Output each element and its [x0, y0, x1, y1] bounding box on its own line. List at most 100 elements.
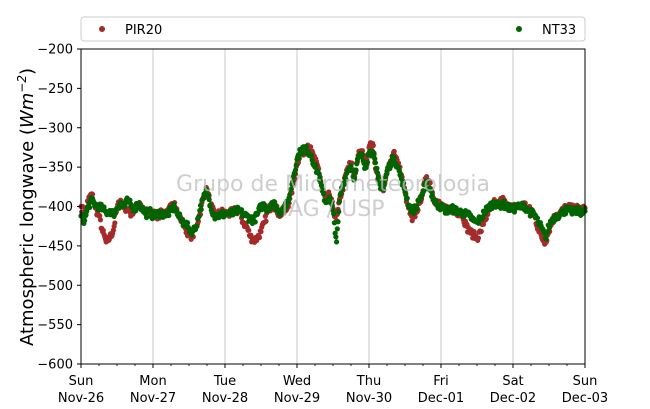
legend-marker-pir20: [99, 26, 105, 32]
data-point: [547, 224, 553, 230]
data-point: [398, 171, 404, 177]
data-point: [475, 235, 482, 241]
data-point: [174, 208, 180, 214]
data-point: [370, 142, 376, 149]
data-point: [329, 202, 335, 208]
data-point: [143, 214, 150, 221]
data-point: [208, 202, 214, 208]
data-point: [238, 207, 245, 213]
x-axis: Sun Nov-26 Mon Nov-27 Tue Nov-28 Wed Nov-29 Thu N…: [58, 364, 608, 406]
data-point: [400, 180, 407, 186]
legend-box: [80, 16, 586, 42]
data-point: [376, 177, 382, 183]
data-point: [341, 181, 348, 187]
legend-label-nt33: NT33: [542, 23, 576, 38]
data-point: [290, 179, 296, 185]
data-point: [534, 215, 541, 221]
data-point: [198, 206, 204, 213]
watermark: Grupo de Micrometeorologia IAG / USP: [176, 172, 490, 222]
data-point: [196, 213, 202, 220]
data-point: [127, 197, 133, 203]
x-tick-label-date: Nov-29: [274, 391, 320, 406]
data-point: [268, 205, 274, 211]
data-point: [372, 160, 379, 166]
data-point: [321, 191, 327, 197]
data-point: [100, 227, 106, 234]
data-point: [287, 192, 293, 198]
y-axis-label-unit: Wm: [17, 93, 38, 128]
y-tick-label: −300: [37, 121, 73, 136]
data-point: [248, 232, 254, 238]
data-point: [402, 188, 408, 194]
x-tick-label-day: Thu: [356, 374, 381, 389]
data-point: [421, 188, 427, 194]
data-point: [283, 203, 289, 210]
data-point: [327, 194, 333, 201]
x-tick-label-date: Nov-27: [130, 391, 176, 406]
data-point: [471, 228, 477, 235]
series-nt33: [78, 143, 588, 245]
x-tick-label-date: Nov-28: [202, 391, 248, 406]
data-point: [184, 220, 191, 226]
y-tick-label: −600: [37, 358, 73, 373]
data-point: [353, 167, 359, 173]
y-axis: −600 −550 −500 −450 −400 −350 −300 −250 −200: [37, 43, 81, 373]
data-point: [285, 199, 291, 205]
x-tick-label-date: Nov-26: [58, 391, 104, 406]
data-point: [424, 178, 430, 184]
data-point: [364, 159, 371, 165]
data-point: [511, 209, 518, 215]
y-tick-label: −250: [37, 82, 73, 97]
data-point: [374, 165, 380, 171]
data-point: [82, 218, 88, 224]
data-point: [166, 212, 172, 219]
y-tick-label: −350: [37, 161, 73, 176]
data-point: [543, 236, 549, 242]
data-point: [404, 195, 410, 201]
data-point: [575, 204, 582, 210]
y-tick-label: −450: [37, 239, 73, 254]
data-point: [263, 218, 269, 224]
data-point: [112, 220, 118, 226]
x-tick-label-day: Wed: [283, 374, 311, 389]
data-point: [375, 170, 381, 176]
y-tick-label: −400: [37, 200, 73, 215]
data-point: [336, 198, 343, 205]
data-point: [429, 192, 435, 198]
data-points: [78, 140, 588, 247]
data-point: [335, 219, 341, 225]
x-tick-label-day: Tue: [213, 374, 236, 389]
data-point: [348, 162, 354, 169]
watermark-line-1: Grupo de Micrometeorologia: [176, 172, 490, 197]
data-point: [336, 209, 342, 215]
data-point: [382, 178, 388, 184]
y-axis-label-exponent: −2: [15, 75, 29, 93]
data-point: [292, 167, 299, 173]
data-point: [334, 226, 340, 232]
data-point: [258, 229, 264, 235]
x-tick-label-date: Dec-03: [562, 391, 608, 406]
data-point: [177, 211, 183, 217]
data-point: [318, 182, 325, 189]
data-point: [414, 205, 420, 212]
data-point: [371, 152, 377, 158]
data-point: [428, 188, 434, 194]
x-tick-label-day: Sun: [69, 374, 94, 389]
data-point: [87, 204, 93, 211]
data-point: [194, 223, 200, 230]
data-point: [338, 190, 344, 196]
data-point: [417, 197, 423, 204]
data-point: [433, 197, 439, 203]
data-point: [204, 188, 210, 194]
data-point: [110, 227, 116, 233]
data-point: [97, 217, 104, 223]
data-point: [246, 227, 252, 233]
x-tick-label-day: Mon: [139, 374, 166, 389]
data-point: [475, 220, 482, 226]
data-point: [313, 162, 319, 168]
x-tick-label-day: Fri: [433, 374, 449, 389]
legend: PIR20 NT33: [80, 16, 586, 42]
x-tick-label-day: Sat: [502, 374, 523, 389]
x-tick-label-date: Nov-30: [346, 391, 392, 406]
